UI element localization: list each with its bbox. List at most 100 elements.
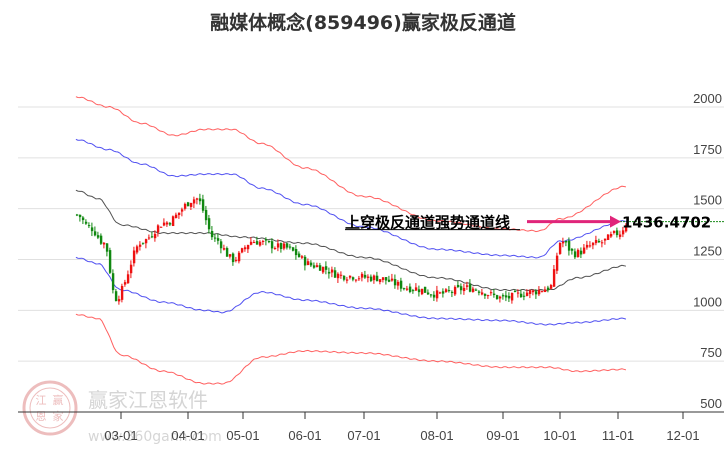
candle-body: [144, 239, 148, 244]
candle-body: [555, 255, 559, 271]
candle-body: [483, 293, 487, 296]
seal-ring: [22, 380, 78, 436]
candle-body: [366, 276, 370, 278]
candle-body: [552, 269, 556, 287]
candle-body: [324, 266, 328, 270]
candle-body: [303, 256, 307, 266]
inner-lower-band: [75, 256, 627, 326]
candle-body: [168, 223, 172, 225]
candle-body: [201, 199, 205, 211]
candle-body: [591, 242, 595, 246]
y-tick-label: 1250: [693, 244, 722, 259]
watermark: 赢家江恩软件 www.360gann.com 江赢恩家: [22, 380, 222, 445]
candle-body: [513, 290, 517, 293]
candle-body: [558, 242, 562, 254]
candle-body: [507, 295, 511, 299]
candle-body: [360, 273, 364, 278]
candle-body: [441, 291, 445, 294]
candle-body: [582, 247, 586, 254]
candle-body: [129, 264, 133, 274]
candle-body: [87, 225, 91, 227]
candle-body: [192, 199, 196, 204]
candle-body: [414, 287, 418, 291]
candle-body: [462, 287, 466, 292]
candle-body: [480, 292, 484, 295]
candle-body: [585, 244, 589, 248]
candle-body: [600, 242, 604, 244]
candle-body: [456, 284, 460, 288]
candle-body: [501, 295, 505, 297]
candle-body: [282, 243, 286, 249]
x-tick-label: 05-01: [226, 428, 259, 443]
candle-body: [228, 254, 232, 257]
candle-body: [372, 275, 376, 281]
candle-body: [603, 238, 607, 241]
candle-body: [390, 278, 394, 281]
candle-body: [363, 274, 367, 278]
outer-lower-band: [75, 313, 627, 385]
grid-lines: [18, 106, 724, 362]
y-tick-label: 750: [700, 345, 722, 360]
candle-body: [417, 289, 421, 293]
annotation-value: 1436.4702: [622, 214, 711, 232]
seal-char: 恩: [36, 410, 47, 423]
candle-body: [423, 286, 427, 293]
y-tick-label: 500: [700, 396, 722, 411]
candle-body: [342, 275, 346, 280]
candlesticks: [75, 193, 628, 305]
candle-body: [384, 277, 388, 281]
candle-body: [402, 288, 406, 290]
candle-body: [546, 287, 550, 291]
channel-bands: [75, 96, 627, 385]
candle-body: [357, 278, 361, 280]
candle-body: [450, 291, 454, 293]
x-tick-label: 04-01: [171, 428, 204, 443]
candle-body: [621, 230, 625, 235]
candle-body: [309, 262, 313, 266]
candle-body: [465, 285, 469, 287]
candle-body: [123, 282, 127, 285]
candle-body: [246, 244, 250, 250]
y-tick-label: 1500: [693, 193, 722, 208]
seal-char: 家: [53, 409, 64, 423]
candle-body: [375, 275, 379, 282]
candle-body: [573, 251, 577, 258]
candle-body: [495, 295, 499, 300]
candle-body: [378, 279, 382, 283]
candle-body: [564, 240, 568, 243]
candle-body: [321, 266, 325, 273]
candle-body: [96, 235, 100, 238]
candle-body: [624, 225, 628, 232]
candle-body: [510, 292, 514, 301]
seal-char: 赢: [53, 393, 64, 407]
candle-body: [291, 247, 295, 251]
candle-body: [369, 276, 373, 281]
candle-body: [330, 269, 334, 273]
candle-body: [231, 253, 235, 263]
candle-body: [615, 230, 619, 236]
candle-body: [492, 293, 496, 296]
candle-body: [405, 288, 409, 290]
candle-body: [279, 243, 283, 250]
candle-body: [84, 221, 88, 224]
candle-body: [216, 238, 220, 241]
candle-body: [234, 259, 238, 261]
candle-body: [486, 295, 490, 297]
candle-body: [225, 248, 229, 257]
candle-body: [339, 274, 343, 276]
candle-body: [156, 225, 160, 233]
candle-body: [528, 290, 532, 294]
candle-body: [165, 222, 169, 225]
candle-body: [90, 227, 94, 232]
candle-body: [540, 291, 544, 293]
candle-body: [240, 248, 244, 253]
candle-body: [525, 292, 529, 296]
candle-body: [297, 253, 301, 258]
candle-body: [504, 295, 508, 298]
seal-ring-inner: [29, 387, 71, 429]
candle-body: [447, 290, 451, 292]
candle-body: [222, 248, 226, 250]
candle-body: [270, 241, 274, 249]
candle-body: [117, 299, 121, 302]
